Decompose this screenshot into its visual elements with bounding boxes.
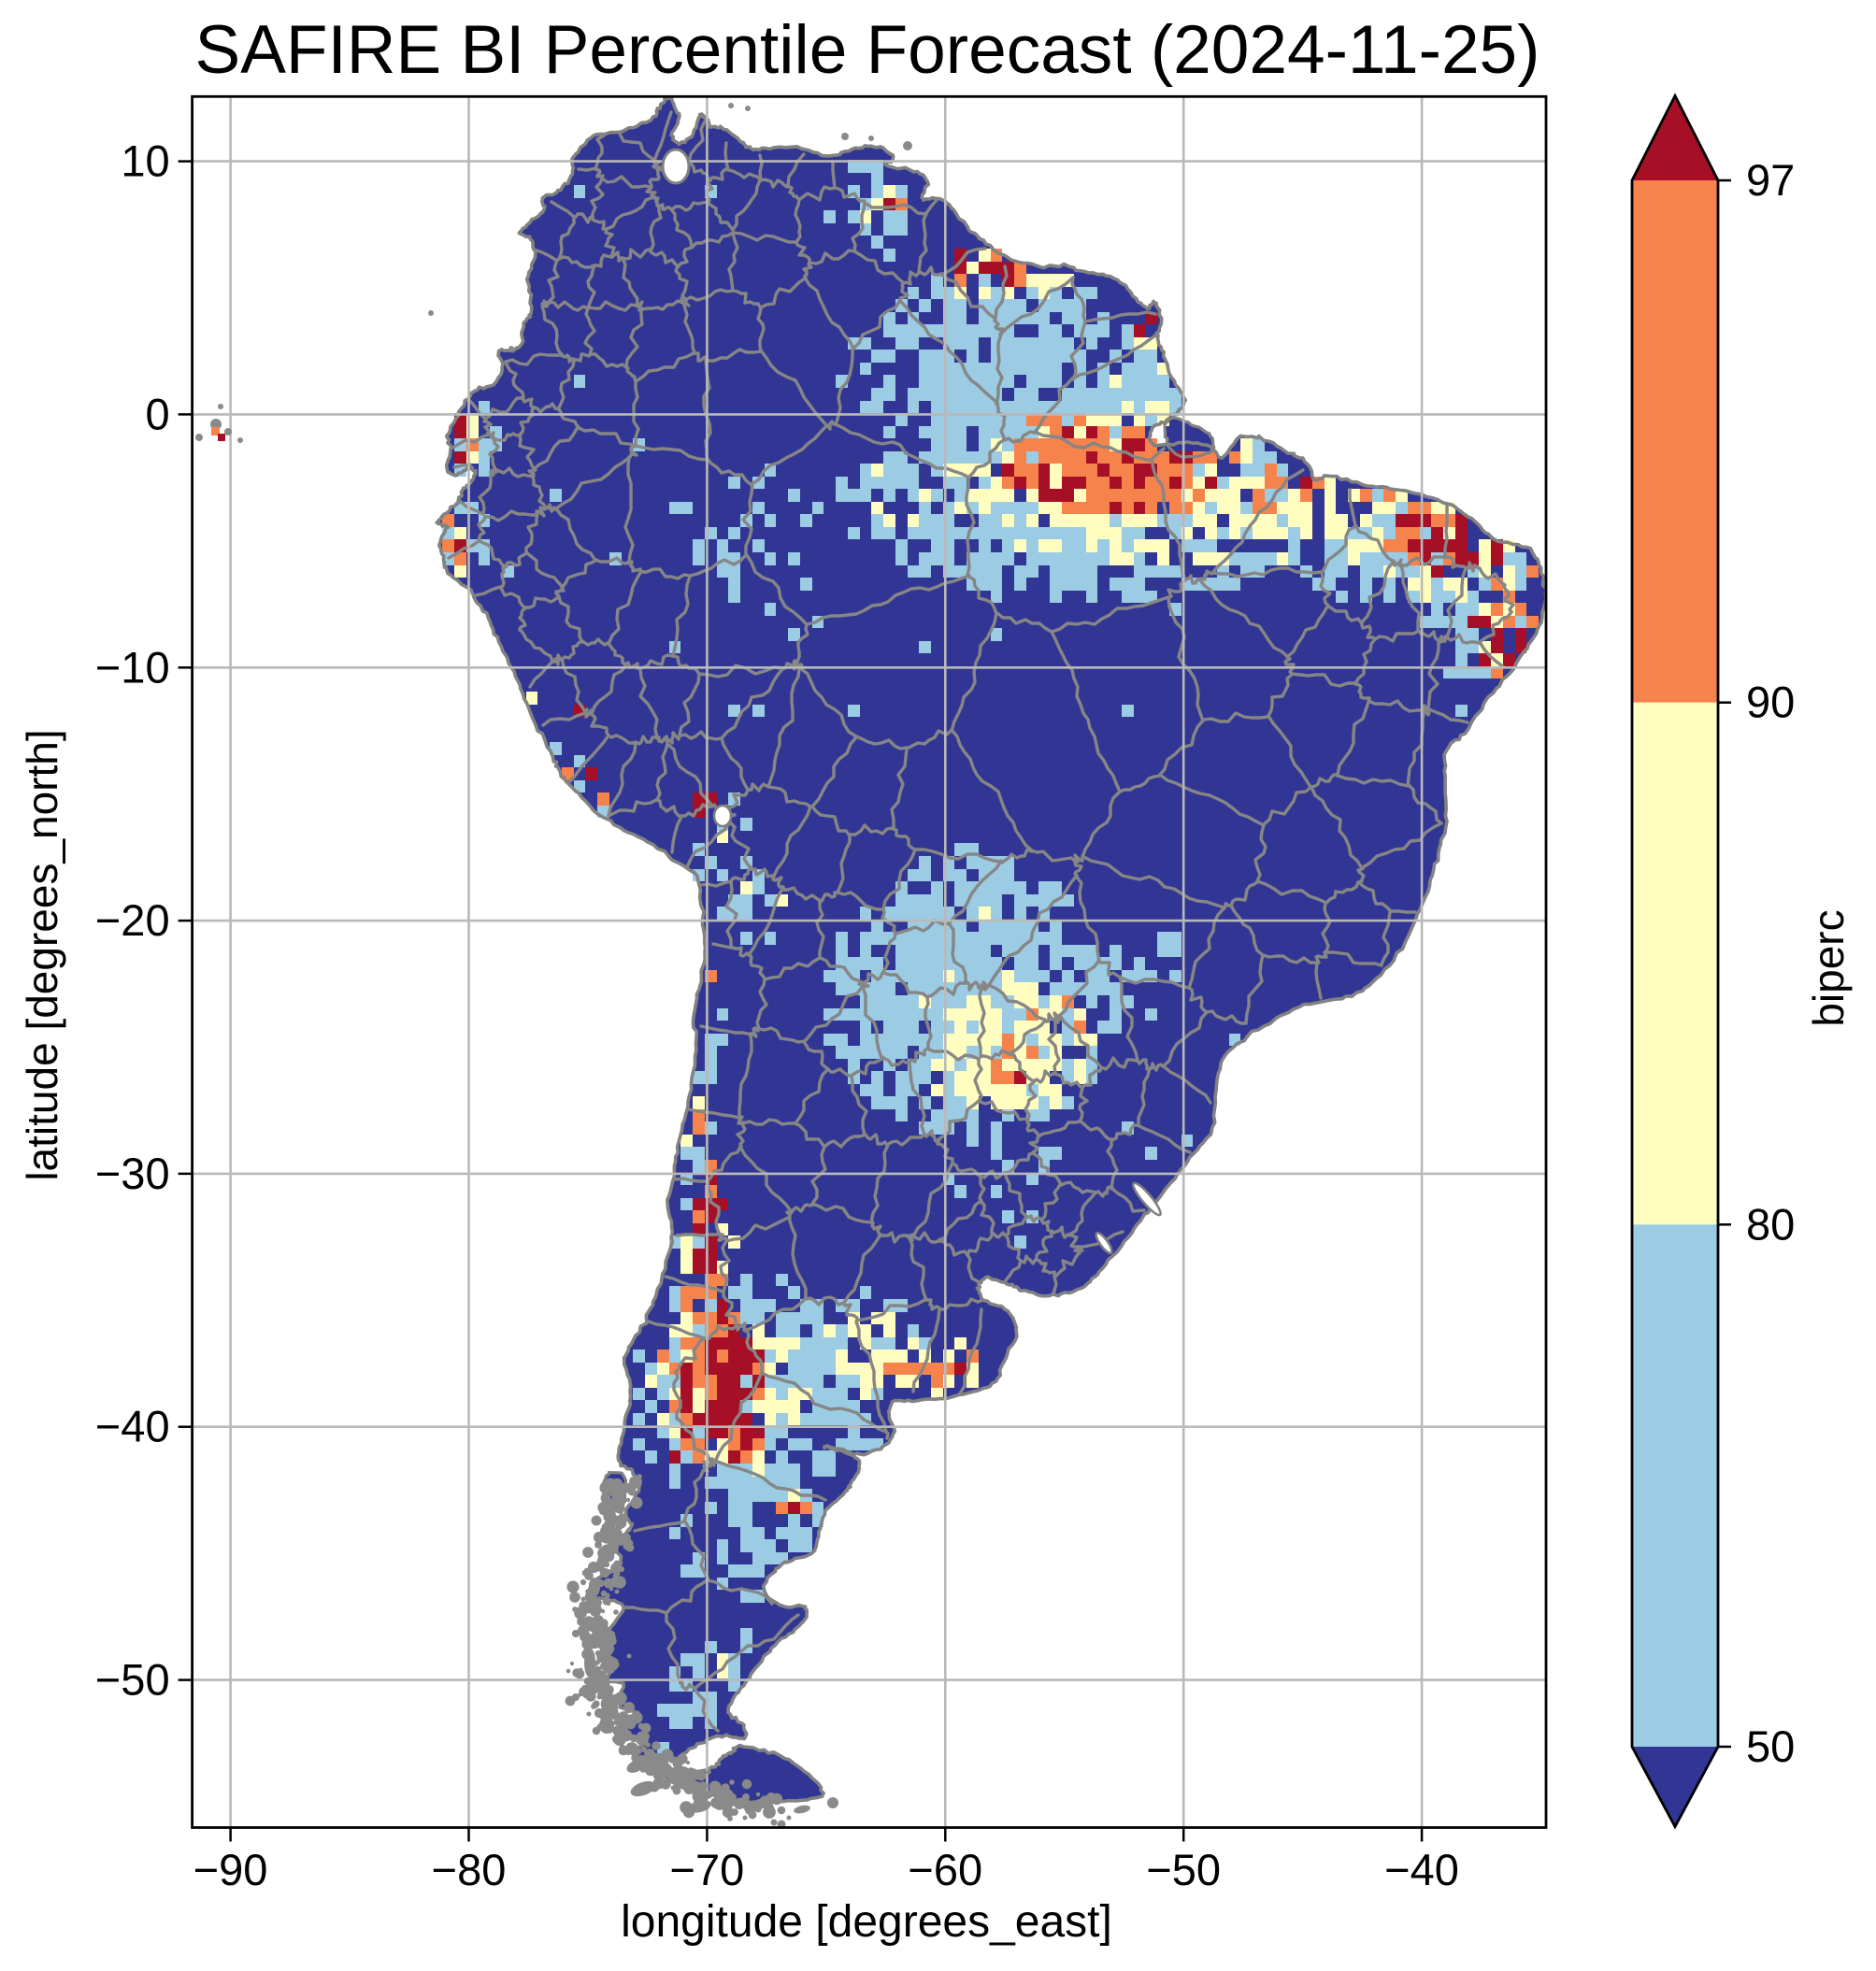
svg-text:50: 50: [1746, 1721, 1795, 1771]
svg-text:97: 97: [1746, 155, 1795, 205]
svg-text:80: 80: [1746, 1199, 1795, 1249]
svg-text:−30: −30: [95, 1149, 170, 1198]
svg-text:−80: −80: [432, 1845, 507, 1894]
svg-text:−60: −60: [908, 1845, 982, 1894]
svg-text:SAFIRE BI Percentile Forecast: SAFIRE BI Percentile Forecast (2024-11-2…: [195, 12, 1540, 88]
svg-text:90: 90: [1746, 678, 1795, 727]
svg-text:biperc: biperc: [1804, 909, 1853, 1026]
svg-text:10: 10: [121, 136, 169, 186]
svg-text:−90: −90: [193, 1845, 268, 1894]
svg-text:−50: −50: [1146, 1845, 1221, 1894]
svg-text:−20: −20: [95, 895, 170, 945]
svg-text:−50: −50: [95, 1655, 170, 1705]
svg-text:−70: −70: [670, 1845, 745, 1894]
svg-text:−40: −40: [95, 1402, 170, 1451]
svg-text:−10: −10: [95, 642, 170, 692]
svg-text:0: 0: [145, 389, 169, 438]
svg-text:longitude [degrees_east]: longitude [degrees_east]: [621, 1897, 1112, 1947]
svg-text:−40: −40: [1384, 1845, 1459, 1894]
svg-text:latitude [degrees_north]: latitude [degrees_north]: [18, 729, 66, 1180]
